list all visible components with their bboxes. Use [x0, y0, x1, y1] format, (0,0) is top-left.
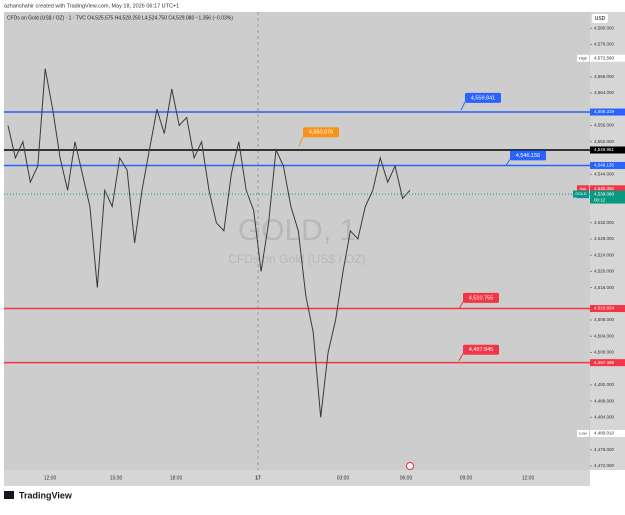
y-tick-label: 4,552.000: [594, 139, 615, 144]
last-box: [590, 190, 625, 204]
price-axis: [590, 12, 625, 470]
logo: [4, 491, 14, 499]
tag-name-box: [577, 429, 589, 437]
tag-label: 4,480.010: [594, 431, 615, 436]
level-tag-label: 4,497.488: [594, 360, 615, 365]
tag-box: [590, 54, 625, 62]
annotation-pointer: [458, 353, 464, 362]
y-tick-label: 4,520.000: [594, 269, 615, 274]
y-tick-label: 4,484.000: [594, 414, 615, 419]
y-tick-label: 4,516.000: [594, 285, 615, 290]
time-axis: [4, 470, 590, 486]
currency-box: [592, 14, 608, 23]
annotation-pointer: [458, 301, 464, 310]
currency: USD: [595, 16, 606, 22]
y-tick-label: 4,556.000: [594, 123, 615, 128]
level-tag-label: 4,549.951: [594, 147, 615, 152]
tag-name-box: [577, 185, 589, 193]
level-tag: [590, 359, 625, 367]
annotation-box: [463, 292, 499, 303]
x-tick-label: 17: [255, 475, 261, 481]
y-tick-label: 4,528.000: [594, 236, 615, 241]
annotation-box: [510, 150, 546, 161]
tag-name: Low: [579, 431, 586, 436]
y-tick-label: 4,492.000: [594, 382, 615, 387]
annotation-box: [465, 92, 501, 103]
annotation-label: 4,546.156: [516, 153, 540, 159]
y-tick-label: 4,472.000: [594, 463, 615, 468]
y-tick-label: 4,580.000: [594, 25, 615, 30]
x-tick-label: 15:00: [110, 475, 123, 481]
annotation-pointer: [505, 159, 511, 166]
annotation-label: 4,497.945: [469, 347, 493, 353]
y-tick-label: 4,504.000: [594, 333, 615, 338]
y-tick-label: 4,476.000: [594, 447, 615, 452]
header: azhanshahir created with TradingView.com…: [4, 3, 179, 9]
annotation-label: 4,550.876: [309, 130, 333, 136]
tag-name: High: [579, 55, 587, 60]
level-tag: [590, 146, 625, 154]
annotation-box: [463, 344, 499, 355]
y-tick-label: 4,532.000: [594, 220, 615, 225]
level-tag-label: 4,559.319: [594, 109, 615, 114]
plot-area: [4, 12, 590, 470]
tag-name-box: [577, 54, 589, 62]
watermark-symbol: GOLD, 1: [238, 214, 356, 247]
last-label: 4,539.080: [594, 191, 615, 196]
symbol-line: CFDs on Gold (US$ / OZ) · 1 · TVC O4,525…: [7, 15, 233, 21]
event-icon: [406, 462, 414, 470]
annotation-box: [303, 127, 339, 138]
y-tick-label: 4,544.000: [594, 171, 615, 176]
y-tick-label: 4,500.000: [594, 350, 615, 355]
last-name-box: [573, 190, 589, 198]
price-line: [7, 68, 411, 418]
annotation-pointer: [460, 101, 466, 111]
tag-box: [590, 429, 625, 437]
y-tick-label: 4,568.000: [594, 74, 615, 79]
y-tick-label: 4,488.000: [594, 398, 615, 403]
level-tag: [590, 108, 625, 116]
tag-name: Ask: [580, 186, 587, 191]
y-tick-label: 4,524.000: [594, 252, 615, 257]
y-tick-label: 4,564.000: [594, 90, 615, 95]
x-tick-label: 12:00: [44, 475, 57, 481]
x-tick-label: 09:00: [460, 475, 473, 481]
level-tag-label: 4,546.135: [594, 163, 615, 168]
x-tick-label: 18:00: [170, 475, 183, 481]
x-tick-label: 06:00: [400, 475, 413, 481]
x-tick-label: 12:00: [522, 475, 535, 481]
annotation-label: 4,510.755: [469, 295, 493, 301]
level-tag: [590, 161, 625, 169]
y-tick-label: 4,508.000: [594, 317, 615, 322]
level-tag: [590, 305, 625, 313]
x-tick-label: 03:00: [337, 475, 350, 481]
annotation-label: 4,559.841: [471, 95, 495, 101]
annotation-pointer: [298, 136, 304, 147]
level-tag-label: 4,510.834: [594, 306, 615, 311]
tag-label: 4,540.380: [594, 186, 615, 191]
countdown: 00:12: [594, 197, 606, 202]
last-name: GOLD: [575, 191, 586, 196]
y-tick-label: 4,576.000: [594, 42, 615, 47]
tag-label: 4,572.580: [594, 55, 615, 60]
footer: TradingView: [19, 490, 73, 500]
tag-box: [590, 185, 625, 193]
